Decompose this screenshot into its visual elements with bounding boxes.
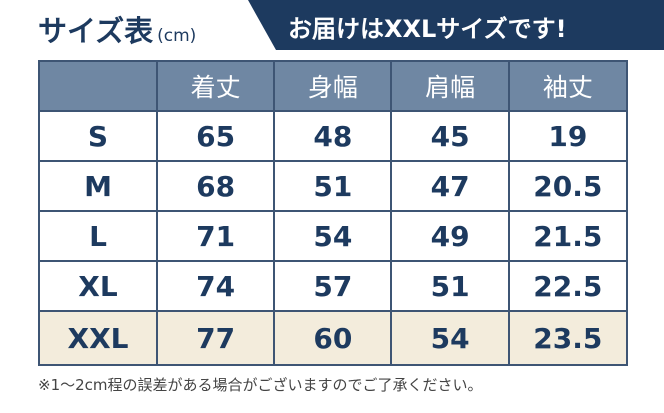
column-header: 着丈 (155, 60, 276, 112)
title-text: サイズ表 (38, 14, 154, 48)
measurement-cell: 23.5 (507, 310, 629, 366)
measurement-cell: 19 (507, 110, 629, 162)
measurement-cell: 20.5 (507, 160, 629, 212)
measurement-cell: 65 (155, 110, 276, 162)
size-table: 着丈 身幅 肩幅 袖丈 S 65 48 45 19 M 68 51 47 20.5 L 71 54 49 21.5… (38, 60, 629, 366)
measurement-cell: 74 (155, 260, 276, 312)
table-row: S 65 48 45 19 (38, 110, 629, 162)
measurement-cell: 51 (273, 160, 393, 212)
delivery-banner: お届けはXXLサイズです! (248, 0, 664, 50)
measurement-cell: 47 (390, 160, 510, 212)
column-header: 袖丈 (507, 60, 629, 112)
measurement-cell: 77 (155, 310, 276, 366)
banner-text: お届けはXXLサイズです! (288, 15, 567, 43)
table-row: XL 74 57 51 22.5 (38, 260, 629, 312)
column-header: 身幅 (273, 60, 393, 112)
page-title: サイズ表 (cm) (38, 8, 196, 50)
measurement-cell: 22.5 (507, 260, 629, 312)
table-row: L 71 54 49 21.5 (38, 210, 629, 262)
measurement-cell: 54 (273, 210, 393, 262)
column-header (38, 60, 158, 112)
measurement-cell: 21.5 (507, 210, 629, 262)
measurement-cell: 71 (155, 210, 276, 262)
measurement-cell: 51 (390, 260, 510, 312)
size-label: XL (38, 260, 158, 312)
table-row: M 68 51 47 20.5 (38, 160, 629, 212)
column-header: 肩幅 (390, 60, 510, 112)
measurement-cell: 60 (273, 310, 393, 366)
unit-label: (cm) (157, 26, 197, 46)
size-label: M (38, 160, 158, 212)
measurement-cell: 48 (273, 110, 393, 162)
measurement-cell: 54 (390, 310, 510, 366)
measurement-cell: 45 (390, 110, 510, 162)
measurement-cell: 68 (155, 160, 276, 212)
measurement-cell: 49 (390, 210, 510, 262)
footnote: ※1〜2cm程の誤差がある場合がございますのでご了承ください。 (38, 376, 483, 394)
header-row: 着丈 身幅 肩幅 袖丈 (38, 60, 629, 112)
size-label: L (38, 210, 158, 262)
measurement-cell: 57 (273, 260, 393, 312)
size-label: XXL (38, 310, 158, 366)
size-label: S (38, 110, 158, 162)
table-row: XXL 77 60 54 23.5 (38, 310, 629, 366)
